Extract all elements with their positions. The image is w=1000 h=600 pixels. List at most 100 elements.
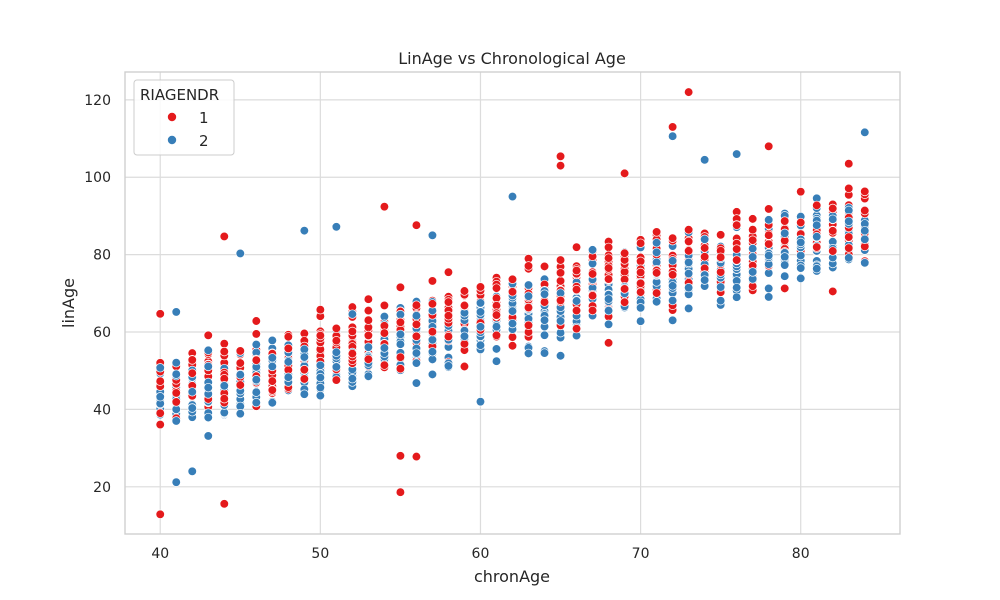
y-tick-label: 60 [93, 325, 111, 341]
data-point-series-1 [555, 151, 566, 162]
data-point-series-2 [764, 215, 774, 225]
data-point-series-2 [363, 371, 374, 381]
data-point-series-1 [155, 419, 165, 430]
data-point-series-1 [683, 246, 694, 256]
data-point-series-2 [235, 370, 245, 380]
data-point-series-2 [427, 230, 438, 240]
data-point-series-1 [555, 295, 566, 306]
data-point-series-2 [299, 225, 309, 236]
data-point-series-1 [571, 305, 582, 316]
data-point-series-1 [667, 122, 678, 132]
data-point-series-1 [411, 319, 422, 330]
data-point-series-2 [411, 348, 422, 358]
data-point-series-2 [299, 389, 309, 399]
data-point-series-2 [555, 316, 566, 326]
data-point-series-2 [283, 372, 293, 382]
data-point-series-2 [603, 294, 614, 304]
data-point-series-1 [732, 220, 742, 230]
data-point-series-2 [491, 344, 502, 354]
data-point-series-1 [523, 302, 534, 313]
data-point-series-2 [683, 257, 694, 268]
data-point-series-1 [860, 186, 870, 197]
data-point-series-1 [187, 355, 197, 365]
data-point-series-1 [716, 230, 726, 240]
data-point-series-2 [203, 361, 213, 372]
data-point-series-1 [844, 232, 854, 242]
data-point-series-2 [315, 382, 326, 393]
data-point-series-1 [571, 242, 582, 252]
data-point-series-2 [331, 222, 342, 232]
data-point-series-1 [635, 267, 646, 278]
legend-marker-1 [166, 112, 177, 123]
data-point-series-1 [748, 235, 758, 245]
data-point-series-1 [603, 263, 614, 273]
data-point-series-2 [716, 282, 726, 292]
data-point-series-1 [443, 297, 454, 307]
data-point-series-1 [283, 332, 293, 342]
data-point-series-2 [427, 335, 438, 345]
y-tick-label: 120 [84, 93, 111, 109]
y-tick-label: 20 [93, 480, 111, 496]
data-point-series-1 [363, 330, 374, 341]
data-point-series-2 [748, 252, 758, 262]
data-point-series-1 [187, 368, 197, 378]
y-tick-labels: 20 40 60 80 100 120 [84, 93, 111, 496]
data-point-series-2 [331, 347, 342, 357]
data-point-series-1 [507, 274, 518, 284]
data-point-series-1 [395, 282, 406, 292]
data-point-series-1 [571, 324, 582, 334]
data-point-series-2 [395, 329, 406, 339]
data-point-series-1 [459, 286, 470, 296]
data-point-series-1 [732, 255, 742, 265]
legend-label-2: 2 [199, 132, 209, 150]
data-point-series-1 [571, 284, 582, 295]
data-point-series-2 [507, 318, 518, 329]
data-point-series-1 [651, 268, 662, 278]
data-point-series-2 [155, 392, 165, 402]
data-point-series-1 [539, 261, 550, 272]
data-point-series-2 [219, 381, 229, 391]
data-point-series-1 [379, 300, 390, 311]
data-point-series-1 [812, 200, 822, 211]
data-point-series-1 [748, 225, 758, 235]
data-point-series-2 [203, 382, 213, 393]
data-point-series-1 [491, 283, 502, 293]
data-point-series-2 [411, 311, 422, 321]
data-point-series-2 [667, 295, 678, 306]
data-point-series-2 [603, 319, 614, 329]
data-point-series-2 [700, 275, 710, 285]
data-point-series-2 [507, 306, 518, 316]
y-tick-label: 80 [93, 248, 111, 264]
data-point-series-1 [555, 160, 566, 171]
data-point-series-2 [796, 263, 806, 273]
data-point-series-2 [251, 339, 261, 350]
data-point-series-2 [155, 363, 165, 373]
data-point-series-1 [171, 388, 181, 398]
data-point-series-2 [315, 372, 326, 383]
data-point-series-2 [523, 348, 534, 359]
data-point-series-2 [299, 344, 309, 355]
legend-marker-2 [166, 134, 177, 145]
data-point-series-2 [187, 387, 197, 397]
data-point-series-2 [571, 296, 582, 306]
data-point-series-2 [683, 268, 694, 279]
x-tick-label: 70 [632, 546, 650, 562]
data-point-series-1 [700, 243, 710, 253]
data-point-series-1 [619, 284, 630, 294]
data-point-series-1 [267, 376, 277, 386]
data-point-series-1 [635, 287, 646, 297]
data-point-series-2 [812, 264, 822, 274]
data-point-series-2 [459, 331, 470, 341]
data-point-series-1 [555, 268, 566, 278]
data-point-series-2 [732, 282, 742, 293]
data-point-series-2 [411, 378, 422, 388]
data-point-series-1 [443, 311, 454, 321]
data-point-series-2 [651, 238, 662, 248]
data-point-series-2 [267, 361, 277, 372]
data-point-series-1 [363, 354, 374, 364]
data-point-series-2 [683, 303, 694, 314]
data-point-series-1 [411, 331, 422, 341]
data-point-series-1 [796, 217, 806, 228]
data-point-series-1 [635, 256, 646, 266]
data-point-series-1 [155, 376, 165, 386]
